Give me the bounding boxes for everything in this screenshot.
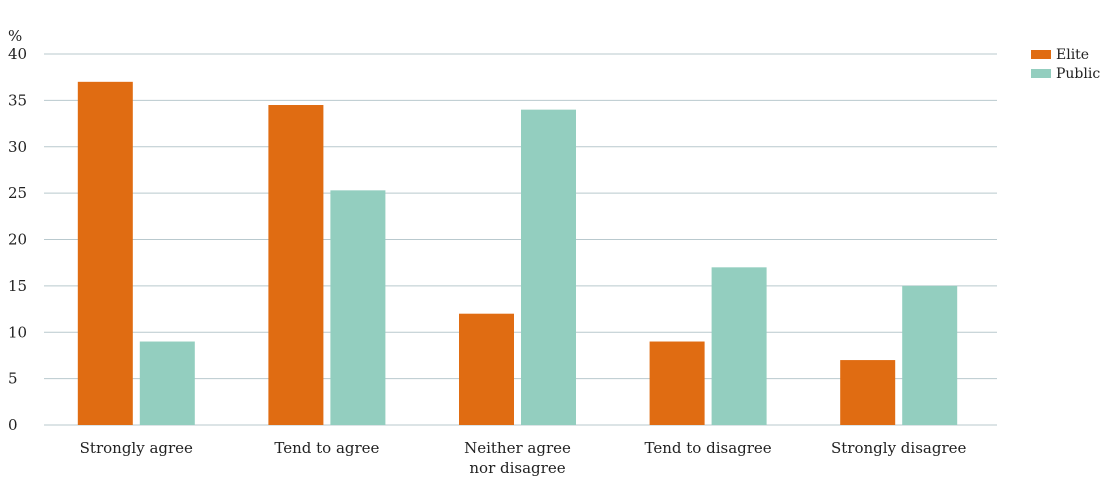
y-tick-label: 15	[8, 277, 27, 295]
bar-elite	[649, 341, 705, 425]
y-tick-label: 10	[8, 323, 27, 341]
legend-item-public: Public	[1031, 64, 1100, 83]
bar-public	[139, 341, 195, 425]
y-unit-label: %	[8, 27, 22, 45]
legend-swatch-elite	[1031, 50, 1051, 59]
bar-elite	[840, 360, 896, 425]
x-tick-label: Strongly disagree	[831, 439, 966, 457]
bar-public	[902, 285, 958, 425]
y-tick-label: 20	[8, 231, 27, 249]
bar-elite	[268, 105, 324, 425]
legend: Elite Public	[1031, 45, 1100, 83]
bar-public	[330, 190, 386, 425]
legend-label-public: Public	[1056, 65, 1101, 82]
y-tick-label: 5	[8, 370, 18, 388]
bars	[77, 81, 958, 426]
y-tick-label: 25	[8, 184, 27, 202]
x-tick-label: Tend to agree	[274, 439, 379, 457]
y-tick-label: 40	[8, 45, 27, 63]
legend-swatch-public	[1031, 69, 1051, 78]
bar-public	[711, 267, 767, 425]
gridlines	[44, 53, 997, 426]
y-tick-label: 0	[8, 416, 18, 434]
x-tick-label: Neither agree nor disagree	[464, 439, 571, 477]
y-tick-label: 30	[8, 138, 27, 156]
y-tick-label: 35	[8, 91, 27, 109]
x-tick-label: Strongly agree	[80, 439, 193, 457]
x-tick-labels: Strongly agree Tend to agree Neither agree…	[80, 439, 967, 477]
y-tick-labels: 0 5 10 15 20 25 30 35 40	[8, 45, 27, 434]
bar-elite	[459, 313, 514, 425]
legend-label-elite: Elite	[1056, 46, 1090, 63]
bar-public	[521, 109, 576, 426]
x-tick-label: Tend to disagree	[645, 439, 772, 457]
legend-item-elite: Elite	[1031, 45, 1100, 64]
bar-elite	[77, 81, 133, 425]
